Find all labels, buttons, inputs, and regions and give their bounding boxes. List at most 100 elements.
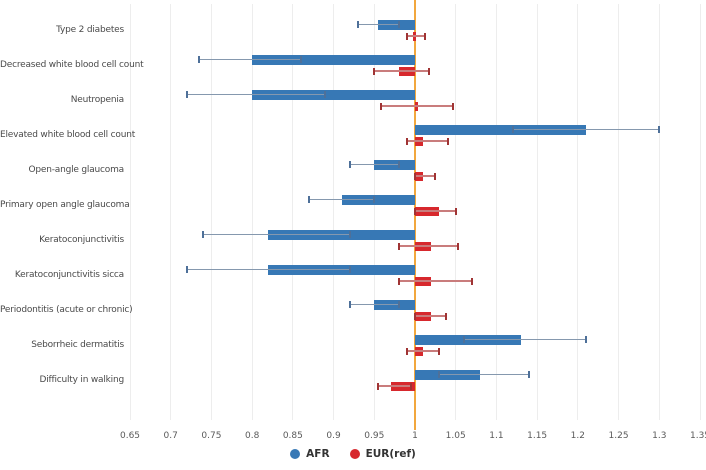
eur-error-cap-high [471, 277, 473, 285]
eur-error-whisker [406, 140, 448, 142]
afr-error-whisker [187, 268, 350, 271]
afr-error-cap-low [308, 196, 311, 203]
afr-error-cap-high [373, 196, 376, 203]
category-label: Neutropenia [70, 95, 124, 105]
x-gridline [292, 4, 294, 420]
afr-error-cap-high [397, 21, 400, 28]
afr-error-cap-high [658, 126, 661, 133]
legend-item-afr[interactable]: AFR [290, 448, 330, 460]
afr-error-cap-high [528, 371, 530, 378]
x-axis-tick-label: 0.85 [282, 431, 303, 441]
eur-error-whisker [415, 315, 446, 317]
eur-error-cap-high [444, 312, 447, 320]
afr-bar [252, 89, 415, 100]
category-label: Type 2 diabetes [56, 25, 124, 35]
afr-legend-dot-icon [290, 449, 301, 459]
category-label: Seborrheic dermatitis [31, 340, 124, 350]
afr-error-cap-high [324, 91, 327, 98]
eur-error-cap-low [397, 277, 400, 285]
x-gridline [333, 4, 335, 420]
afr-error-cap-high [585, 336, 587, 343]
afr-bar [341, 194, 415, 205]
x-gridline [251, 4, 253, 420]
afr-error-whisker [349, 163, 399, 166]
afr-error-whisker [463, 338, 586, 341]
eur-error-cap-high [427, 67, 430, 75]
category-label: Open-angle glaucoma [28, 165, 125, 175]
afr-error-cap-low [202, 231, 205, 238]
afr-error-cap-high [300, 56, 302, 63]
x-axis-tick-label: 0.75 [201, 431, 222, 441]
x-gridline [170, 4, 172, 420]
afr-error-cap-low [186, 91, 188, 98]
eur-legend-dot-icon [349, 449, 360, 459]
eur-error-cap-low [414, 207, 416, 215]
afr-error-whisker [439, 373, 529, 376]
x-axis-tick-label: 1.2 [570, 431, 586, 441]
x-axis-tick-label: 0.7 [163, 431, 178, 441]
eur-error-cap-low [405, 32, 408, 40]
afr-error-cap-low [462, 336, 465, 343]
category-label: Keratoconjunctivitis [39, 235, 124, 245]
eur-error-cap-low [377, 382, 380, 390]
x-gridline [618, 4, 620, 420]
eur-error-cap-low [414, 312, 416, 320]
x-gridline [129, 4, 131, 420]
afr-error-cap-high [397, 301, 400, 308]
afr-error-whisker [358, 23, 399, 26]
legend: AFR EUR(ref) [0, 448, 706, 460]
afr-error-cap-high [348, 266, 351, 273]
x-axis-tick-label: 0.8 [244, 431, 260, 441]
eur-error-cap-low [405, 347, 408, 355]
x-axis-tick-label: 1.05 [445, 431, 466, 441]
x-axis-tick-label: 1.35 [689, 431, 706, 441]
category-label: Periodontitis (acute or chronic) [0, 305, 133, 315]
afr-error-cap-low [438, 371, 441, 378]
x-gridline [495, 4, 497, 420]
eur-error-cap-low [373, 67, 376, 75]
x-axis-tick-label: 1.25 [608, 431, 629, 441]
afr-error-whisker [187, 93, 326, 96]
eur-error-whisker [398, 245, 459, 247]
x-axis-tick-label: 1.15 [527, 431, 548, 441]
afr-error-cap-low [186, 266, 188, 273]
eur-error-whisker [380, 105, 454, 107]
eur-error-cap-high [409, 382, 412, 390]
legend-item-eur[interactable]: EUR(ref) [349, 448, 416, 460]
eur-error-cap-high [437, 347, 440, 355]
eur-error-cap-high [457, 242, 460, 250]
category-label: Elevated white blood cell count [0, 130, 136, 140]
afr-error-cap-high [348, 231, 351, 238]
legend-label-afr: AFR [306, 448, 330, 460]
eur-error-whisker [374, 70, 429, 72]
x-gridline [577, 4, 579, 420]
category-label: Keratoconjunctivitis sicca [14, 270, 124, 280]
afr-bar [252, 54, 415, 65]
eur-error-cap-high [446, 137, 449, 145]
eur-error-whisker [415, 210, 456, 212]
afr-error-whisker [349, 303, 399, 306]
x-gridline [536, 4, 538, 420]
x-gridline [373, 4, 375, 420]
afr-error-cap-low [511, 126, 514, 133]
category-label: Difficulty in walking [39, 375, 124, 385]
eur-error-cap-high [452, 102, 455, 110]
afr-error-cap-low [357, 21, 359, 28]
eur-error-cap-low [414, 172, 416, 180]
eur-error-cap-high [454, 207, 457, 215]
legend-label-eur: EUR(ref) [365, 448, 416, 460]
afr-error-whisker [512, 128, 660, 131]
eur-error-whisker [406, 35, 425, 37]
x-axis-tick-label: 0.65 [119, 431, 141, 441]
afr-error-cap-low [348, 301, 351, 308]
afr-error-whisker [309, 198, 375, 201]
afr-bar [415, 124, 586, 135]
x-axis-tick-label: 1 [412, 431, 418, 441]
afr-error-whisker [203, 233, 350, 236]
category-label: Primary open angle glaucoma [0, 200, 130, 210]
eur-error-whisker [398, 280, 472, 282]
x-gridline [658, 4, 660, 420]
category-label: Decreased white blood cell count [0, 60, 144, 70]
eur-error-whisker [406, 350, 439, 352]
